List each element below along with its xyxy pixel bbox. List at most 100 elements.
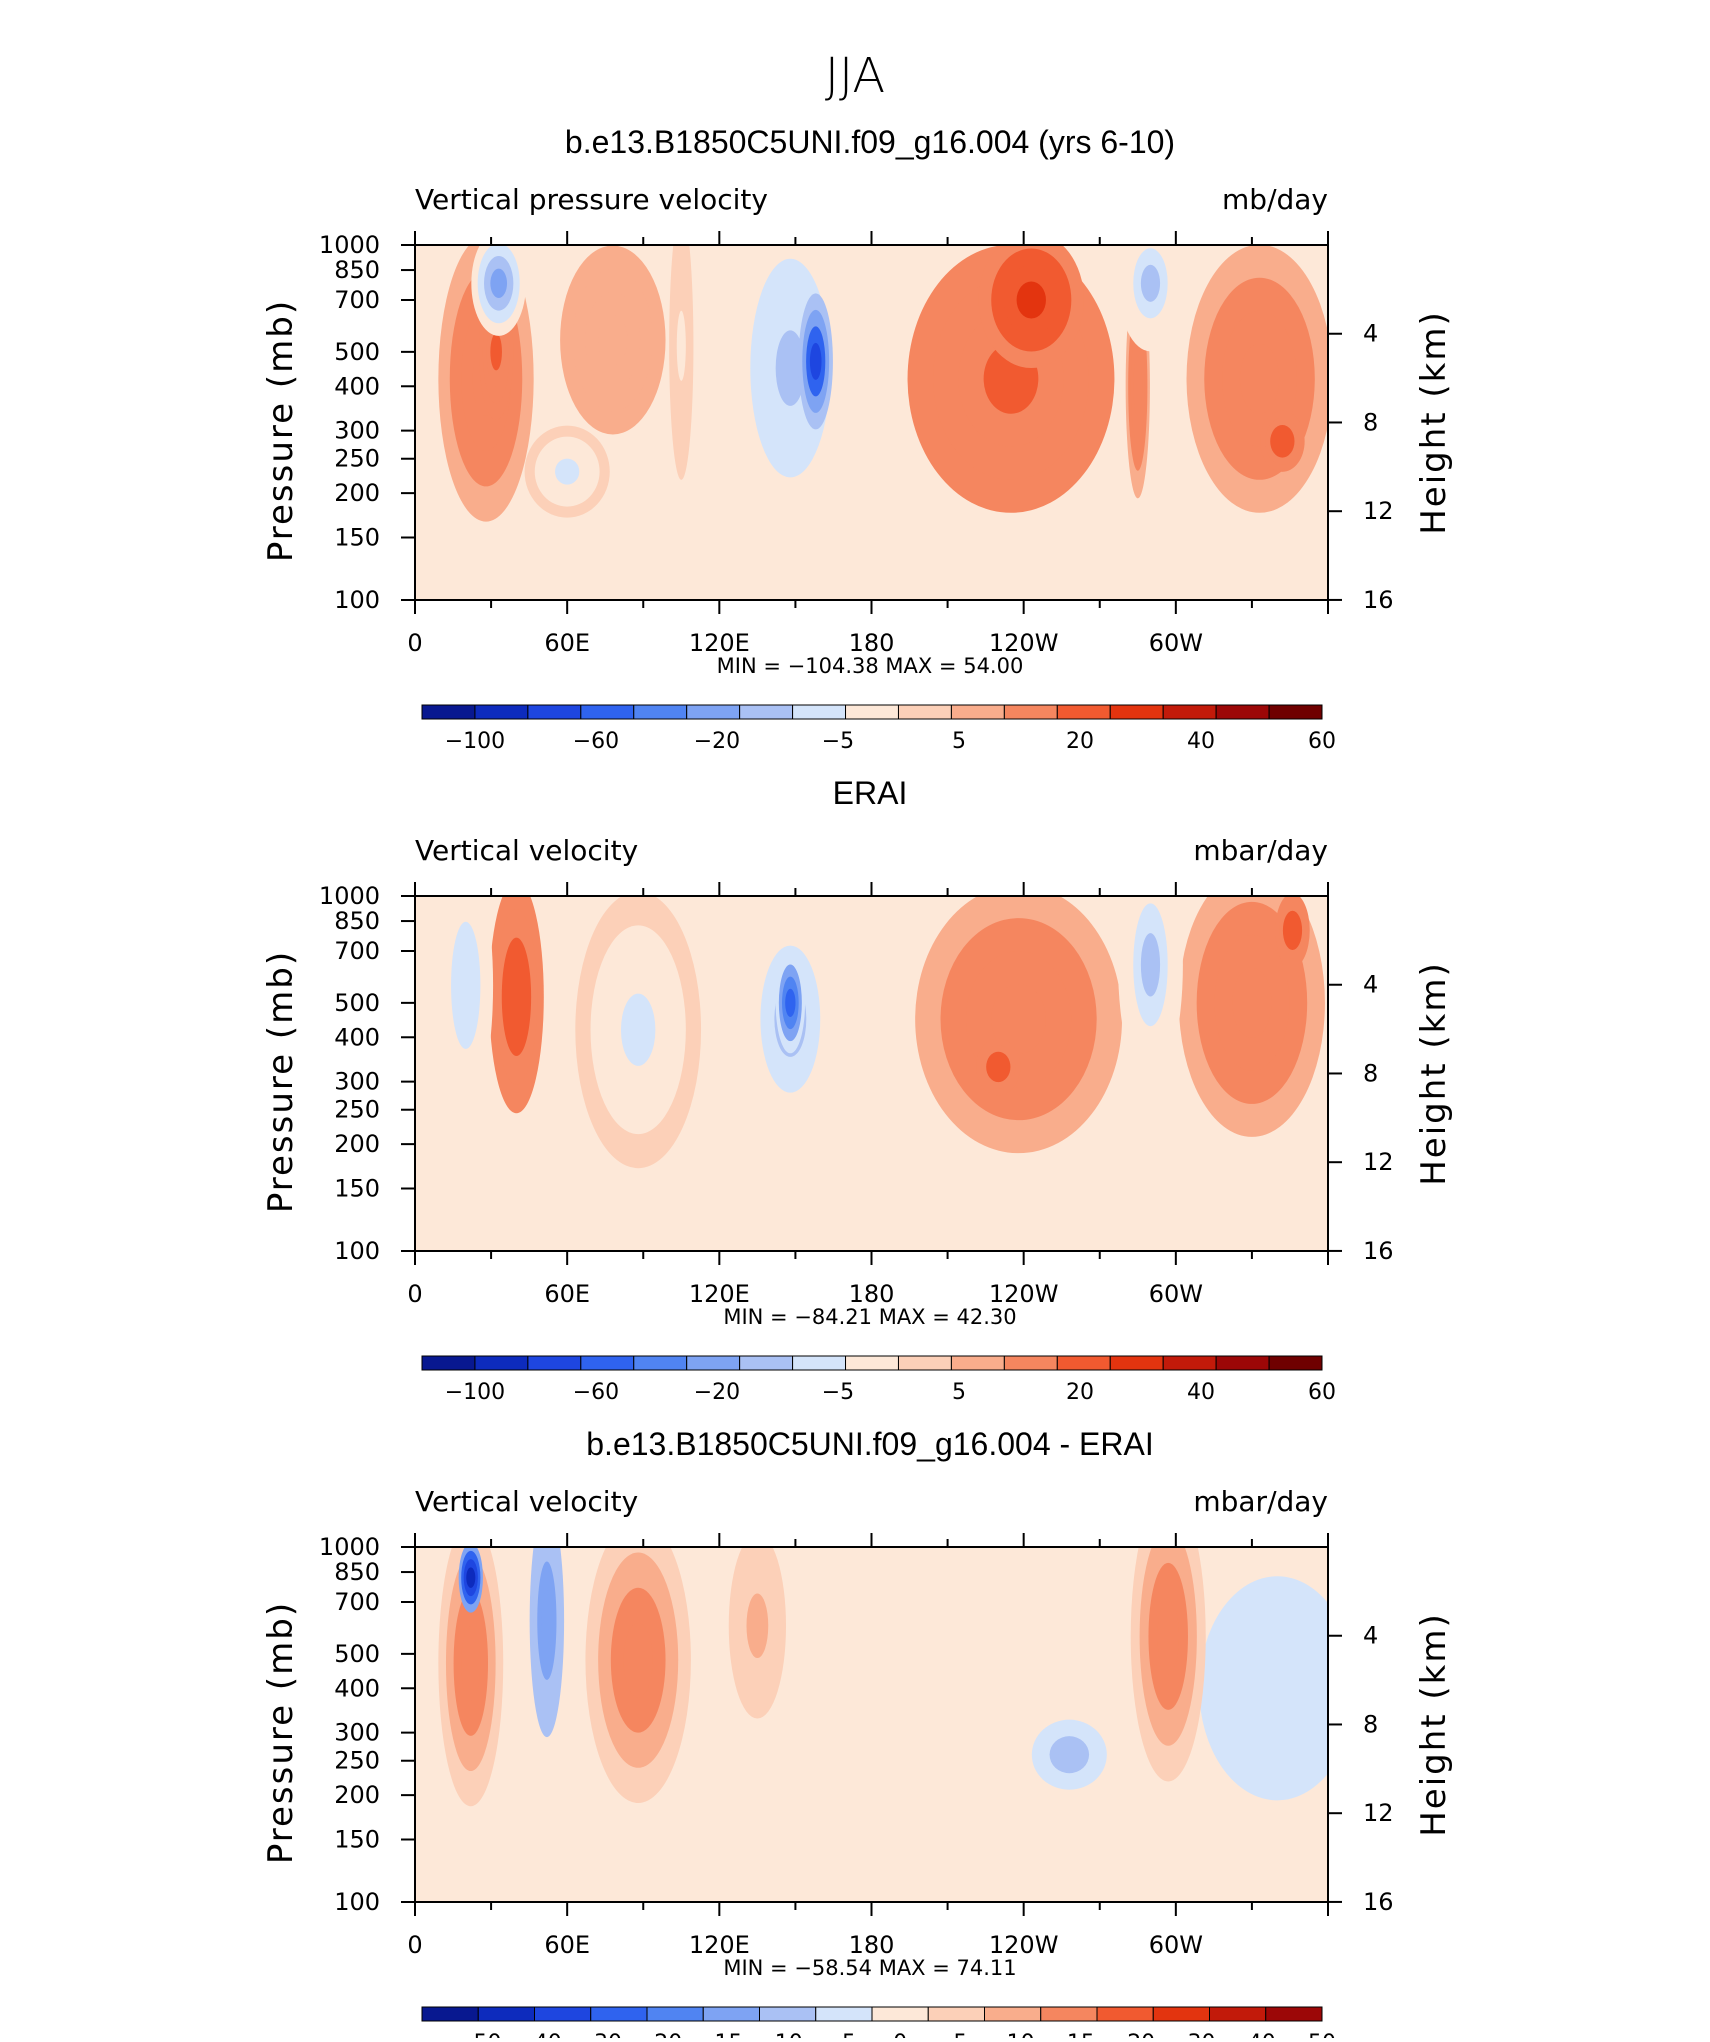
x-tick-label: 60E bbox=[544, 629, 590, 657]
colorbar-label: −15 bbox=[696, 2031, 742, 2038]
contour-blob bbox=[466, 1567, 476, 1588]
colorbar-swatch bbox=[1265, 2006, 1323, 2022]
contour-blob bbox=[809, 342, 822, 380]
colorbar-label: −60 bbox=[573, 729, 619, 754]
x-tick-label: 60W bbox=[1149, 1931, 1203, 1959]
colorbar-swatch bbox=[527, 704, 582, 720]
contour-blob bbox=[555, 458, 580, 485]
y-right-tick-label: 4 bbox=[1363, 320, 1378, 348]
y-tick-label: 700 bbox=[334, 937, 380, 965]
contour-blob bbox=[676, 310, 686, 381]
y-right-axis-title: Height (km) bbox=[1414, 310, 1454, 535]
contour-blob bbox=[991, 984, 1046, 1055]
y-tick-label: 200 bbox=[334, 1781, 380, 1809]
contour-blob bbox=[785, 988, 796, 1017]
colorbar-label: −40 bbox=[515, 2031, 561, 2038]
colorbar-swatch bbox=[950, 1355, 1005, 1371]
colorbar-swatch bbox=[871, 2006, 929, 2022]
y-tick-label: 150 bbox=[334, 1174, 380, 1202]
contour-blob bbox=[598, 314, 628, 366]
contour-blob bbox=[1275, 432, 1290, 451]
contour-blob bbox=[1058, 1744, 1081, 1765]
y-tick-label: 100 bbox=[334, 1888, 380, 1916]
y-tick-label: 1000 bbox=[319, 1533, 380, 1561]
subtitle-right: mbar/day bbox=[1193, 834, 1328, 867]
colorbar-swatch bbox=[1040, 2006, 1098, 2022]
colorbar-label: 60 bbox=[1308, 729, 1336, 754]
colorbar-label: −5 bbox=[824, 2031, 856, 2038]
y-right-tick-label: 4 bbox=[1363, 971, 1378, 999]
colorbar-label: 50 bbox=[1308, 2031, 1336, 2038]
colorbar-swatch bbox=[534, 2006, 592, 2022]
y-tick-label: 850 bbox=[334, 256, 380, 284]
y-tick-label: 250 bbox=[334, 445, 380, 473]
min-max-label: MIN = −104.38 MAX = 54.00 bbox=[717, 654, 1024, 678]
contour-blob bbox=[490, 268, 508, 298]
x-tick-label: 0 bbox=[407, 629, 422, 657]
colorbar-swatch bbox=[1096, 2006, 1154, 2022]
colorbar-swatch bbox=[421, 1355, 476, 1371]
colorbar-swatch bbox=[1215, 704, 1270, 720]
y-tick-label: 300 bbox=[334, 1068, 380, 1096]
x-tick-label: 0 bbox=[407, 1280, 422, 1308]
x-tick-label: 60W bbox=[1149, 1280, 1203, 1308]
y-right-tick-label: 12 bbox=[1363, 1799, 1394, 1827]
contour-blob bbox=[461, 1626, 481, 1701]
colorbar-label: 40 bbox=[1248, 2031, 1276, 2038]
panels: b.e13.B1850C5UNI.f09_g16.004 (yrs 6-10) V… bbox=[261, 124, 1454, 2042]
x-tick-label: 60W bbox=[1149, 629, 1203, 657]
colorbar-swatch bbox=[759, 2006, 817, 2022]
colorbar-label: −5 bbox=[822, 729, 854, 754]
x-tick-label: 180 bbox=[849, 1931, 895, 1959]
colorbar-label: −60 bbox=[573, 1380, 619, 1405]
y-tick-label: 100 bbox=[334, 1237, 380, 1265]
y-tick-label: 200 bbox=[334, 479, 380, 507]
x-tick-label: 120E bbox=[689, 629, 750, 657]
contour-blob bbox=[1140, 933, 1161, 997]
subtitle-left: Vertical velocity bbox=[415, 834, 638, 867]
colorbar-swatch bbox=[702, 2006, 760, 2022]
y-right-tick-label: 12 bbox=[1363, 497, 1394, 525]
colorbar-swatch bbox=[739, 1355, 794, 1371]
colorbar-swatch bbox=[1003, 1355, 1058, 1371]
colorbar-swatch bbox=[1056, 1355, 1111, 1371]
colorbar-label: 40 bbox=[1187, 1380, 1215, 1405]
panel-1: b.e13.B1850C5UNI.f09_g16.004 (yrs 6-10) V… bbox=[261, 124, 1454, 754]
subtitle-left: Vertical velocity bbox=[415, 1485, 638, 1518]
x-tick-label: 120W bbox=[989, 629, 1059, 657]
colorbar-swatch bbox=[815, 2006, 873, 2022]
y-axis-title: Pressure (mb) bbox=[261, 950, 301, 1213]
colorbar-swatch bbox=[590, 2006, 648, 2022]
colorbar-label: 0 bbox=[893, 2031, 907, 2038]
y-tick-label: 850 bbox=[334, 1558, 380, 1586]
colorbar-swatch bbox=[792, 1355, 847, 1371]
min-max-label: MIN = −84.21 MAX = 42.30 bbox=[723, 1305, 1016, 1329]
min-max-label: MIN = −58.54 MAX = 74.11 bbox=[723, 1956, 1016, 1980]
colorbar-label: 20 bbox=[1127, 2031, 1155, 2038]
contour-blob bbox=[1256, 1658, 1299, 1718]
y-tick-label: 200 bbox=[334, 1130, 380, 1158]
y-tick-label: 500 bbox=[334, 338, 380, 366]
subtitle-left: Vertical pressure velocity bbox=[415, 183, 768, 216]
colorbar-swatch bbox=[580, 1355, 635, 1371]
colorbar-swatch bbox=[421, 2006, 479, 2022]
figure-title: JJA bbox=[825, 48, 885, 104]
colorbar-label: 60 bbox=[1308, 1380, 1336, 1405]
colorbar-swatch bbox=[477, 2006, 535, 2022]
y-right-tick-label: 12 bbox=[1363, 1148, 1394, 1176]
colorbar-swatch bbox=[474, 1355, 529, 1371]
contour-field bbox=[415, 1547, 1328, 1902]
x-tick-label: 180 bbox=[849, 1280, 895, 1308]
colorbar-swatch bbox=[421, 704, 476, 720]
y-tick-label: 150 bbox=[334, 523, 380, 551]
colorbar-swatch bbox=[1209, 2006, 1267, 2022]
y-tick-label: 700 bbox=[334, 1588, 380, 1616]
y-right-tick-label: 16 bbox=[1363, 1237, 1394, 1265]
colorbar-swatch bbox=[984, 2006, 1042, 2022]
contour-blob bbox=[457, 952, 475, 1019]
panel-3: b.e13.B1850C5UNI.f09_g16.004 - ERAI Verti… bbox=[261, 1426, 1454, 2042]
contour-blob bbox=[991, 1058, 1006, 1076]
colorbar-label: −100 bbox=[445, 729, 505, 754]
colorbar-swatch bbox=[1162, 1355, 1217, 1371]
contour-blob bbox=[508, 966, 525, 1028]
